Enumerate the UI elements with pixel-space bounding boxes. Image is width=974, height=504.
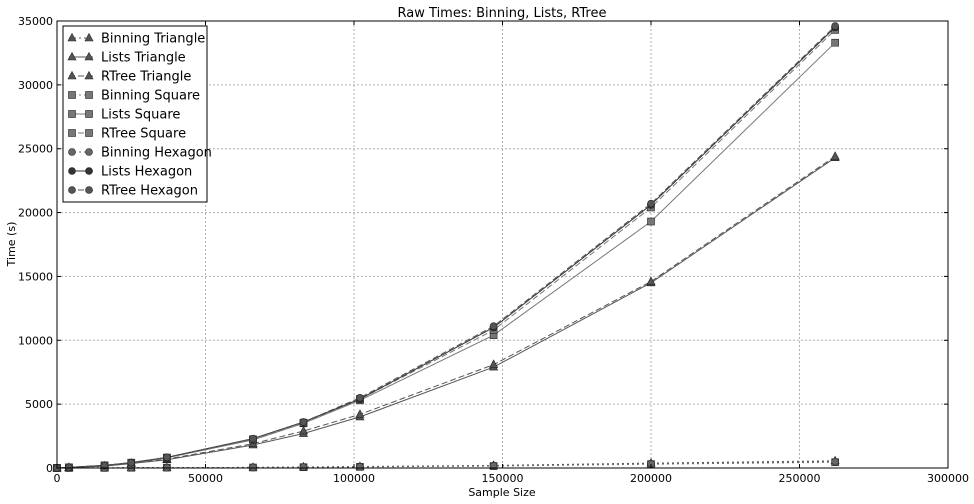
data-point xyxy=(249,434,257,443)
data-point xyxy=(299,425,309,435)
ticks: 0 50000 100000 150000 200000 250000 300000 0 500… xyxy=(18,15,969,485)
y-tick-label: 15000 xyxy=(18,270,53,283)
series-layer xyxy=(52,22,840,472)
x-tick-label: 300000 xyxy=(927,472,969,485)
x-axis-label: Sample Size xyxy=(468,486,536,499)
legend-item: Binning Triangle xyxy=(67,32,205,47)
data-point xyxy=(67,51,77,61)
data-point xyxy=(830,151,840,160)
legend-item: Binning Square xyxy=(68,89,200,104)
legend-label: Lists Hexagon xyxy=(101,165,192,180)
data-point xyxy=(831,38,839,47)
legend-label: RTree Hexagon xyxy=(101,184,198,199)
data-point xyxy=(831,22,839,30)
data-point xyxy=(489,359,499,368)
x-tick-label: 150000 xyxy=(482,472,524,485)
series-line xyxy=(56,157,836,469)
data-point xyxy=(127,458,136,467)
data-point xyxy=(67,32,77,42)
x-tick-label: 0 xyxy=(54,472,61,485)
data-point xyxy=(85,148,93,156)
data-point xyxy=(68,167,76,175)
data-point xyxy=(646,276,656,285)
data-point xyxy=(84,51,94,61)
legend-item: Lists Hexagon xyxy=(68,165,192,180)
data-point xyxy=(249,463,257,472)
data-point xyxy=(68,91,76,99)
data-point xyxy=(84,32,94,42)
legend-label: RTree Triangle xyxy=(101,70,191,85)
data-point xyxy=(85,167,93,175)
data-point xyxy=(299,463,308,471)
y-tick-label: 5000 xyxy=(25,398,53,411)
legend-label: Binning Triangle xyxy=(101,32,205,47)
series-binning-hexagon xyxy=(53,457,839,472)
data-point xyxy=(100,461,109,470)
y-tick-label: 0 xyxy=(46,462,53,475)
x-tick-label: 250000 xyxy=(779,472,821,485)
data-point xyxy=(84,70,94,80)
legend-item: RTree Hexagon xyxy=(68,184,198,199)
y-axis-label: Time (s) xyxy=(5,222,18,268)
data-point xyxy=(355,409,365,418)
legend-label: Binning Hexagon xyxy=(101,146,212,161)
data-point xyxy=(68,110,76,118)
data-point xyxy=(65,463,73,472)
legend-label: Binning Square xyxy=(101,89,200,104)
legend-item: RTree Triangle xyxy=(67,70,191,85)
legend-label: Lists Square xyxy=(101,108,180,123)
data-point xyxy=(831,457,839,466)
x-tick-label: 100000 xyxy=(333,472,375,485)
data-point xyxy=(489,461,498,470)
legend-item: Binning Hexagon xyxy=(68,146,212,161)
series-binning-square xyxy=(53,458,839,472)
series-line xyxy=(56,460,836,469)
data-point xyxy=(68,186,76,194)
data-point xyxy=(489,322,498,331)
series-rtree-hexagon xyxy=(53,22,839,472)
y-tick-label: 10000 xyxy=(18,334,53,347)
data-point xyxy=(68,129,76,137)
data-point xyxy=(356,393,364,402)
legend-item: Lists Square xyxy=(68,108,180,123)
y-tick-label: 25000 xyxy=(18,143,53,156)
series-line xyxy=(56,155,836,469)
data-point xyxy=(85,91,93,99)
data-point xyxy=(163,453,171,462)
data-point xyxy=(68,148,76,156)
data-point xyxy=(85,129,93,137)
legend-label: Lists Triangle xyxy=(101,51,186,66)
chart-title: Raw Times: Binning, Lists, RTree xyxy=(398,6,607,21)
legend: Binning Triangle Lists Triangle RTree Tria… xyxy=(62,25,212,203)
y-tick-label: 20000 xyxy=(18,207,53,220)
data-point xyxy=(67,70,77,80)
legend-item: RTree Square xyxy=(68,127,186,142)
x-tick-label: 50000 xyxy=(188,472,223,485)
legend-item: Lists Triangle xyxy=(67,51,186,66)
data-point xyxy=(85,110,93,118)
data-point xyxy=(647,199,655,208)
legend-label: RTree Square xyxy=(101,127,186,142)
y-tick-label: 35000 xyxy=(18,15,53,28)
data-point xyxy=(647,217,655,226)
y-tick-label: 30000 xyxy=(18,79,53,92)
data-point xyxy=(299,418,308,426)
data-point xyxy=(356,462,364,471)
x-tick-label: 200000 xyxy=(630,472,672,485)
series-line xyxy=(56,461,836,469)
data-point xyxy=(85,186,93,194)
